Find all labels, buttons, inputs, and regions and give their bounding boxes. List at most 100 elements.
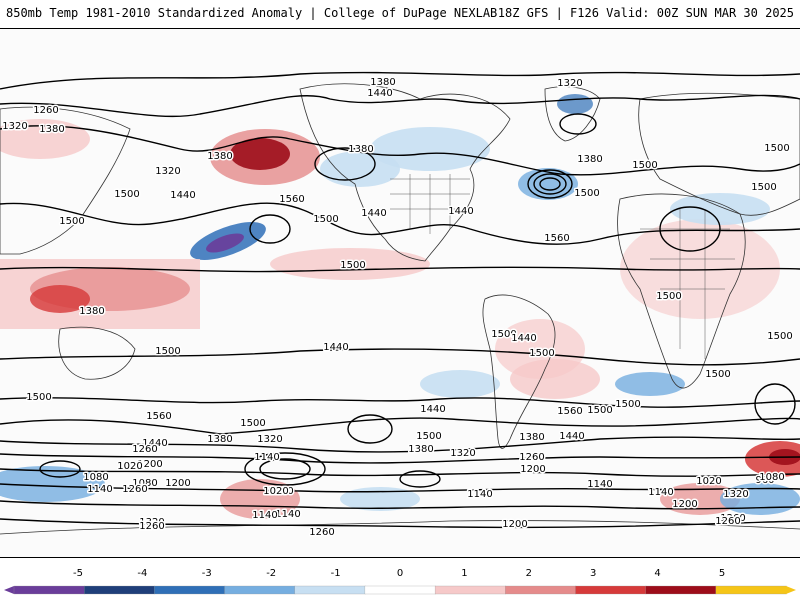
- contour-label: 1380: [207, 151, 232, 162]
- coastline-greenland: [544, 86, 601, 142]
- colorbar-segment: [224, 585, 296, 595]
- colorbar-tick-label: 2: [525, 568, 532, 579]
- contour-label: 1500: [751, 182, 776, 193]
- contour-closed-high: [314, 147, 376, 181]
- contour-closed-low: [539, 177, 561, 191]
- contour-closed-high: [754, 383, 796, 425]
- contour-closed-high: [659, 206, 721, 252]
- colorbar-tick-label: 1: [461, 568, 468, 579]
- cold-anomaly-north-america: [370, 127, 490, 171]
- colorbar-arrow-left: [4, 586, 14, 594]
- coastline-north-america: [299, 83, 511, 262]
- contour-line: [0, 71, 800, 90]
- warm-anomaly-south-atlantic: [510, 359, 600, 399]
- colorbar-tick-label: -5: [73, 568, 83, 579]
- contour-label: 1140: [254, 452, 279, 463]
- coastline-eurasia: [638, 92, 800, 216]
- coastline-east-asia: [0, 106, 131, 255]
- contour-label: 1560: [557, 406, 582, 417]
- height-contours: [0, 71, 800, 529]
- contour-label: 1020: [696, 476, 721, 487]
- contour-label: 1260: [519, 452, 544, 463]
- contour-label: 1020: [117, 461, 142, 472]
- contour-label: 1200: [165, 478, 190, 489]
- contour-line: [0, 483, 800, 493]
- warm-anomaly-philippines: [30, 285, 90, 313]
- contour-label: 1200: [502, 519, 527, 530]
- contour-label: 1380: [207, 434, 232, 445]
- cold-anomaly-southern-ocean-central: [420, 370, 500, 398]
- colorbar-segment: [715, 585, 787, 595]
- colorbar-tick-label: -3: [201, 568, 212, 579]
- contour-label: 1500: [767, 331, 792, 342]
- colorbar: -5 -4 -3 -2 -1 0 1 2 3 4 5: [0, 568, 800, 600]
- contour-label: 1380: [577, 154, 602, 165]
- contour-label: 1380: [79, 306, 104, 317]
- cold-anomaly-pacific-east: [320, 151, 400, 187]
- contour-label: 1080: [132, 478, 157, 489]
- contour-label: 1500: [26, 392, 51, 403]
- contour-label: 1140: [252, 510, 277, 521]
- contour-label: 1560: [279, 194, 304, 205]
- contour-label: 1500: [632, 160, 657, 171]
- contour-label: 1260: [132, 444, 157, 455]
- contour-label: 1440: [367, 88, 392, 99]
- contour-line: [0, 518, 800, 529]
- contour-label: 1200: [268, 486, 293, 497]
- contour-label: 1260: [122, 484, 147, 495]
- coastline-australia: [58, 326, 136, 380]
- map-title: 850mb Temp 1981-2010 Standardized Anomal…: [6, 6, 498, 20]
- warm-anomaly-southern-ocean-east: [660, 483, 740, 515]
- contour-label: 1380: [348, 144, 373, 155]
- contour-label: 1500: [491, 329, 516, 340]
- cold-anomaly-southern-ocean-west: [0, 466, 105, 502]
- warm-anomaly-south-pacific: [220, 479, 300, 519]
- cold-anomaly-south-pacific: [340, 487, 420, 511]
- africa-country-borders: [640, 209, 735, 359]
- contour-closed-low: [533, 173, 567, 195]
- contour-label: 1500: [114, 189, 139, 200]
- contour-label: 1080: [83, 472, 108, 483]
- colorbar-tick-label: -1: [330, 568, 341, 579]
- contour-label: 1320: [257, 434, 282, 445]
- contour-label: 1140: [467, 489, 492, 500]
- contour-label: 1500: [574, 188, 599, 199]
- contour-label: 1500: [615, 399, 640, 410]
- colorbar-segment: [505, 585, 577, 595]
- colorbar-segment: [84, 585, 156, 595]
- contour-label: 1500: [764, 143, 789, 154]
- contour-label: 1500: [656, 291, 681, 302]
- contour-label: 1140: [87, 484, 112, 495]
- contour-label: 1200: [672, 499, 697, 510]
- contour-label: 1380: [39, 124, 64, 135]
- contour-line: [0, 453, 800, 464]
- contour-closed-low: [244, 452, 326, 486]
- contour-label: 1260: [720, 513, 745, 524]
- contour-label: 960: [755, 475, 774, 486]
- contour-label: 1320: [2, 121, 27, 132]
- colorbar-segment: [364, 585, 436, 595]
- contour-line: [0, 417, 800, 435]
- contour-line: [0, 94, 800, 118]
- contour-label: 1380: [408, 444, 433, 455]
- us-state-borders: [390, 174, 470, 234]
- contour-label: 1200: [520, 464, 545, 475]
- contour-label: 1440: [559, 431, 584, 442]
- contour-label: 1380: [519, 432, 544, 443]
- contour-label: 1380: [370, 77, 395, 88]
- warm-anomaly-central-pacific: [270, 248, 430, 280]
- contour-label: 1500: [313, 214, 338, 225]
- strong-warm-anomaly-north-pacific: [230, 138, 290, 170]
- run-valid-time: 18Z GFS | F126 Valid: 00Z SUN MAR 30 202…: [497, 6, 794, 20]
- strong-cold-anomaly-pacific: [206, 233, 244, 253]
- contour-label: 1440: [142, 438, 167, 449]
- contour-closed-low: [259, 458, 311, 480]
- contour-label: 1440: [361, 208, 386, 219]
- contour-label: 1080: [759, 472, 784, 483]
- contour-label: 1440: [448, 206, 473, 217]
- contour-line: [0, 468, 800, 477]
- contour-label: 1200: [137, 459, 162, 470]
- colorbar-tick-label: -2: [266, 568, 277, 579]
